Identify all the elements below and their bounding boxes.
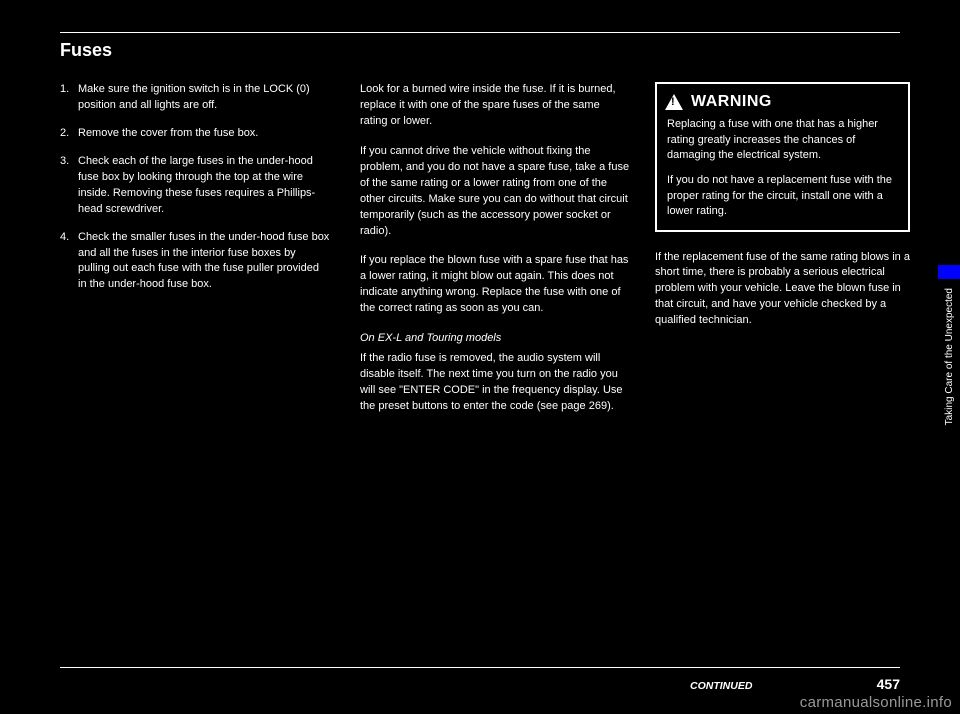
column-3: WARNING Replacing a fuse with one that h… <box>655 82 910 329</box>
column-2: Look for a burned wire inside the fuse. … <box>360 82 630 429</box>
paragraph: If the radio fuse is removed, the audio … <box>360 351 630 415</box>
warning-body: Replacing a fuse with one that has a hig… <box>657 117 908 229</box>
watermark: carmanualsonline.info <box>800 694 952 711</box>
header-rule <box>60 32 900 33</box>
procedure-list: 1. Make sure the ignition switch is in t… <box>60 82 330 305</box>
model-subhead: On EX-L and Touring models <box>360 331 630 347</box>
warning-icon <box>665 94 683 110</box>
list-item: 3. Check each of the large fuses in the … <box>60 154 330 218</box>
list-number: 1. <box>60 82 78 114</box>
paragraph: If you replace the blown fuse with a spa… <box>360 253 630 317</box>
page-number: 457 <box>877 676 900 692</box>
list-text: Remove the cover from the fuse box. <box>78 126 258 142</box>
warning-text: Replacing a fuse with one that has a hig… <box>667 117 898 163</box>
warning-label: WARNING <box>691 90 772 113</box>
paragraph: Look for a burned wire inside the fuse. … <box>360 82 630 130</box>
list-item: 1. Make sure the ignition switch is in t… <box>60 82 330 114</box>
list-number: 3. <box>60 154 78 218</box>
tab-label: Taking Care of the Unexpected <box>944 288 955 425</box>
list-item: 4. Check the smaller fuses in the under-… <box>60 230 330 294</box>
list-item: 2. Remove the cover from the fuse box. <box>60 126 330 142</box>
list-number: 2. <box>60 126 78 142</box>
warning-header: WARNING <box>657 84 908 117</box>
list-number: 4. <box>60 230 78 294</box>
list-text: Make sure the ignition switch is in the … <box>78 82 330 114</box>
footer-rule <box>60 667 900 668</box>
list-text: Check the smaller fuses in the under-hoo… <box>78 230 330 294</box>
page-title: Fuses <box>60 40 112 61</box>
section-tab: Taking Care of the Unexpected <box>932 248 960 423</box>
manual-page: Fuses 1. Make sure the ignition switch i… <box>0 0 960 714</box>
list-text: Check each of the large fuses in the und… <box>78 154 330 218</box>
warning-text: If you do not have a replacement fuse wi… <box>667 173 898 219</box>
paragraph: If you cannot drive the vehicle without … <box>360 144 630 240</box>
tab-marker <box>938 265 960 279</box>
paragraph: If the replacement fuse of the same rati… <box>655 250 910 330</box>
continued-label: CONTINUED <box>690 680 752 692</box>
warning-box: WARNING Replacing a fuse with one that h… <box>655 82 910 232</box>
